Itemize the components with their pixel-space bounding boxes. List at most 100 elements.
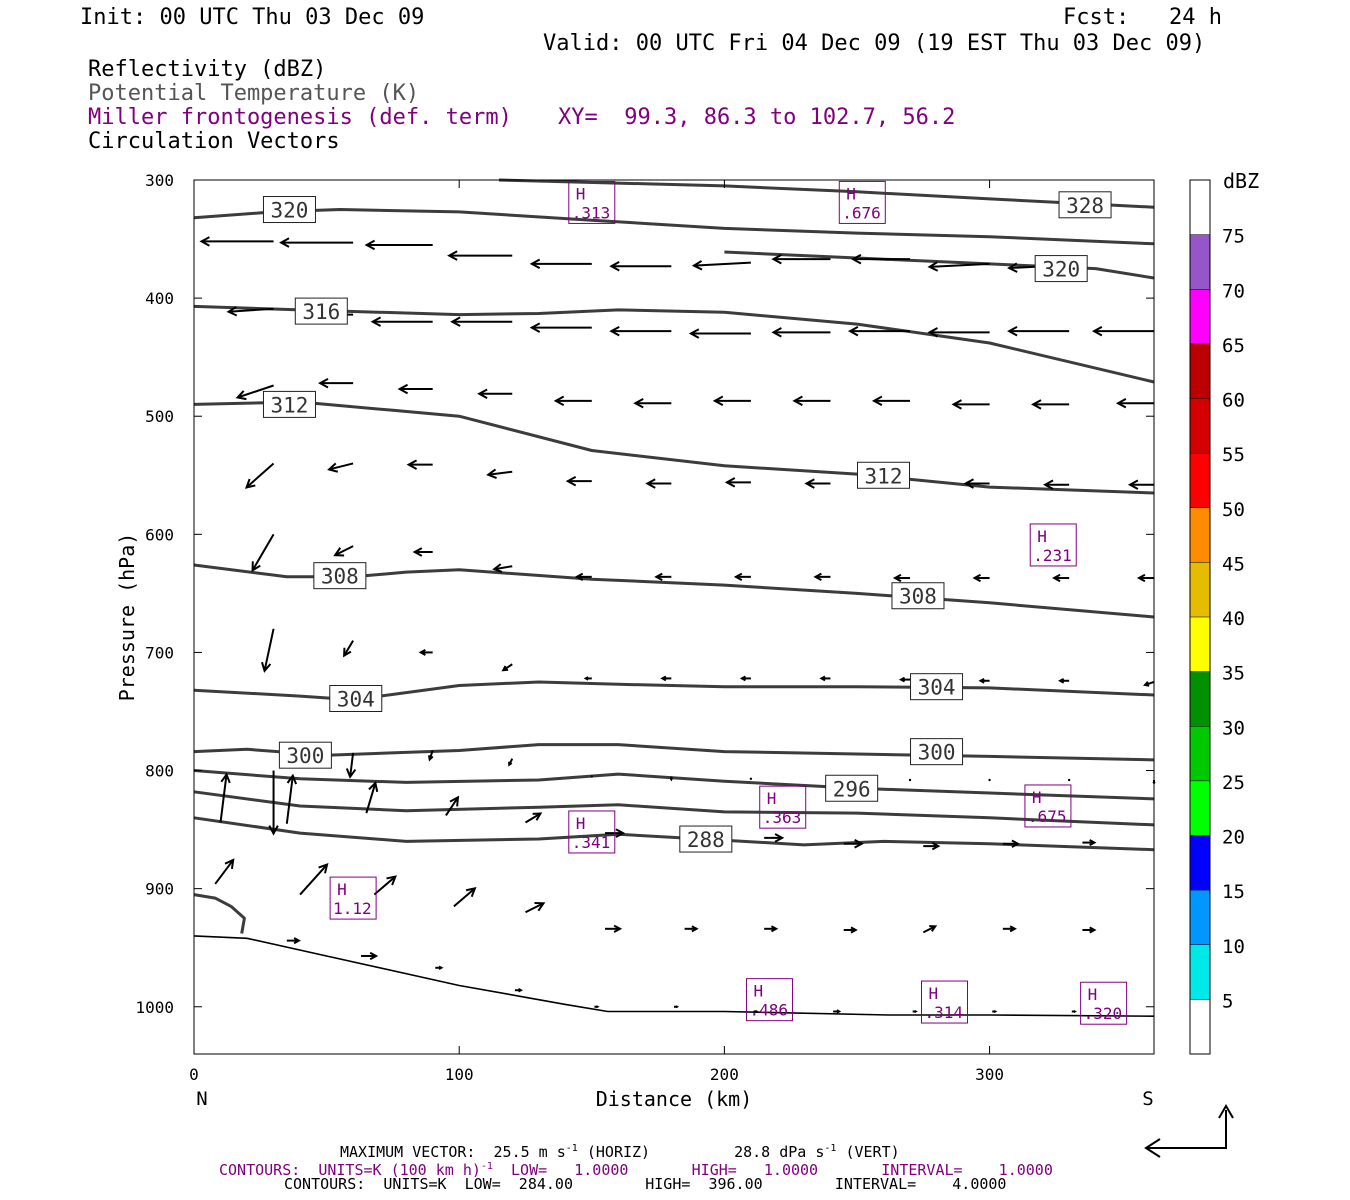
frontogenesis-max-label: H	[753, 982, 763, 1001]
vector-arrow	[1082, 839, 1097, 847]
colorbar-segment	[1190, 507, 1210, 563]
theta-labels: 320 328 320 316 312 312 308 308 304 304 300 300 296 2…	[262, 191, 1112, 853]
theta-label: 328	[1066, 194, 1104, 218]
vector-arrow	[739, 675, 751, 682]
vector-arrow	[412, 547, 433, 557]
frontogenesis-max: H.341	[568, 810, 616, 854]
vector-arrow	[923, 842, 941, 851]
vector-arrow	[992, 1009, 998, 1014]
y-tick-label: 1000	[135, 998, 174, 1017]
vector-arrow	[609, 325, 672, 337]
vector-arrow	[922, 925, 938, 934]
frontogenesis-max-label: H	[576, 814, 586, 833]
colorbar-label: 25	[1222, 772, 1245, 794]
vector-arrow	[1007, 325, 1070, 337]
frontogenesis-max-value: .675	[1028, 807, 1067, 826]
frontogenesis-max-value: .486	[749, 1001, 788, 1020]
vector-arrow	[669, 776, 673, 782]
vector-arrow	[514, 988, 523, 993]
vector-arrow	[1091, 325, 1154, 337]
frontogenesis-max: H1.12	[329, 876, 377, 920]
theta-label-box	[278, 741, 332, 769]
vector-arrow	[850, 253, 911, 265]
theta-contour-312	[193, 400, 1155, 495]
theta-contour-288	[193, 816, 1155, 852]
theta-contour-328	[498, 178, 1155, 209]
vector-arrow	[450, 316, 513, 327]
terrain-line	[193, 935, 1155, 1017]
colorbar-segment	[1190, 617, 1210, 672]
terrain-profile	[193, 935, 1155, 1017]
colorbar-label: 20	[1222, 827, 1245, 849]
vector-arrow	[251, 533, 275, 573]
frontogenesis-max: H.231	[1029, 523, 1077, 567]
frontogenesis-max-value: .314	[924, 1003, 963, 1022]
vector-arrow	[345, 752, 357, 779]
vector-arrow	[594, 1005, 600, 1009]
vector-arrow	[654, 572, 672, 581]
theta-label-box	[679, 825, 733, 853]
vector-arrow	[406, 459, 433, 470]
colorbar-segment	[1190, 890, 1210, 945]
vector-arrow	[645, 478, 672, 489]
vector-arrow	[609, 261, 672, 272]
vector-arrow	[1031, 399, 1070, 410]
colorbar-label: 55	[1222, 444, 1245, 466]
vector-arrow	[633, 398, 672, 409]
frontogenesis-max: H.363	[759, 785, 807, 829]
colorbar-segment	[1190, 289, 1210, 344]
max-vector-info: MAXIMUM VECTOR: 25.5 m s-1 (HORIZ) 28.8 d…	[340, 1143, 900, 1161]
frontogenesis-max-value: .231	[1033, 546, 1072, 565]
colorbar-segment	[1190, 835, 1210, 891]
vector-arrow	[691, 260, 751, 271]
theta-label: 312	[271, 393, 309, 417]
vector-arrow	[226, 306, 274, 317]
colorbar-segment	[1190, 343, 1210, 399]
colorbar-label: 50	[1222, 499, 1245, 521]
frontogenesis-max-value: 1.12	[333, 899, 372, 918]
colorbar-segment	[1190, 726, 1210, 781]
frontogenesis-max-value: .363	[763, 808, 802, 827]
y-tick-label: 700	[145, 643, 174, 662]
field-potential-temperature: Potential Temperature (K)	[88, 81, 420, 106]
colorbar-label: 65	[1222, 335, 1245, 357]
theta-label-box	[329, 684, 383, 712]
vector-arrow	[447, 250, 513, 261]
theta-contour-296	[193, 769, 1155, 801]
vector-arrow	[508, 758, 514, 767]
vector-arrow	[214, 858, 235, 885]
colorbar-label: 40	[1222, 608, 1245, 630]
y-tick-label: 900	[145, 880, 174, 899]
theta-contour-316	[193, 304, 1155, 384]
frontogenesis-max-value: .313	[572, 203, 611, 222]
theta-contour-closed	[193, 893, 246, 934]
x-tick-label: 0	[189, 1065, 199, 1084]
vector-arrow	[898, 676, 911, 683]
frontogenesis-max-label: H	[337, 880, 347, 899]
vector-arrow	[219, 772, 231, 823]
vector-arrow	[605, 924, 623, 933]
vector-arrow	[1136, 573, 1154, 583]
colorbar-label: 10	[1222, 936, 1245, 958]
vector-arrow	[804, 478, 831, 489]
theta-label: 304	[337, 687, 375, 711]
theta-label-box	[1058, 191, 1112, 219]
theta-label-box	[294, 297, 348, 325]
theta-contour-info: CONTOURS: UNITS=K LOW= 284.00 HIGH= 396.…	[284, 1175, 1007, 1193]
theta-label: 300	[918, 741, 956, 765]
vector-arrow	[927, 327, 990, 338]
vector-arrow	[501, 663, 513, 672]
vector-arrow	[529, 258, 592, 270]
vector-arrow	[912, 1009, 918, 1014]
y-tick-label: 600	[145, 525, 174, 544]
plot-frame	[193, 179, 1155, 1055]
reference-vector-icon	[1144, 1104, 1234, 1158]
frontogenesis-max-label: H	[1037, 527, 1047, 546]
colorbar-label: 45	[1222, 553, 1245, 575]
vector-arrow	[268, 770, 279, 836]
vector-arrow	[370, 316, 433, 327]
theta-label-box	[262, 390, 316, 418]
theta-label: 312	[865, 464, 903, 488]
frontogenesis-max-label: H	[1032, 788, 1042, 807]
